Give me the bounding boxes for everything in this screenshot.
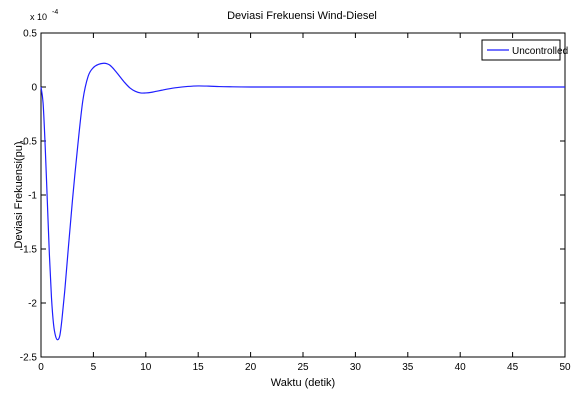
y-axis-label: Deviasi Frekuensi(pu) — [13, 142, 25, 249]
plot-area — [40, 32, 566, 358]
x-tick-label: 50 — [559, 362, 571, 373]
series-group — [40, 62, 565, 341]
y-tick-label: -1 — [28, 191, 37, 202]
x-axis-label: Waktu (detik) — [271, 377, 335, 389]
x-tick-label: 45 — [507, 362, 519, 373]
y-axis: 0.5 0 -0.5 -1 -1.5 -2 -2.5 — [20, 29, 565, 364]
y-tick-label: 0.5 — [23, 29, 37, 40]
x-tick-label: 35 — [402, 362, 414, 373]
series-line-uncontrolled — [40, 62, 565, 341]
x-tick-label: 40 — [455, 362, 467, 373]
legend: Uncontrolled — [481, 39, 568, 61]
x-axis: 0 5 10 15 20 25 30 35 40 45 50 — [38, 33, 571, 373]
x-tick-label: 0 — [38, 362, 44, 373]
x-tick-label: 10 — [140, 362, 152, 373]
y-tick-label: -2.5 — [20, 353, 38, 364]
x-tick-label: 30 — [350, 362, 362, 373]
x-tick-label: 25 — [297, 362, 309, 373]
y-tick-label: -2 — [28, 299, 37, 310]
x-tick-label: 15 — [193, 362, 205, 373]
y-tick-label: 0 — [31, 83, 37, 94]
y-axis-multiplier-exponent: -4 — [52, 9, 58, 16]
legend-box — [481, 39, 561, 61]
x-tick-label: 20 — [245, 362, 257, 373]
y-axis-multiplier: x 10 — [30, 12, 47, 22]
chart-title: Deviasi Frekuensi Wind-Diesel — [227, 10, 377, 22]
y-tick-label: -0.5 — [20, 137, 38, 148]
y-tick-label: -1.5 — [20, 245, 38, 256]
x-tick-label: 5 — [91, 362, 97, 373]
legend-label-uncontrolled: Uncontrolled — [512, 46, 568, 57]
